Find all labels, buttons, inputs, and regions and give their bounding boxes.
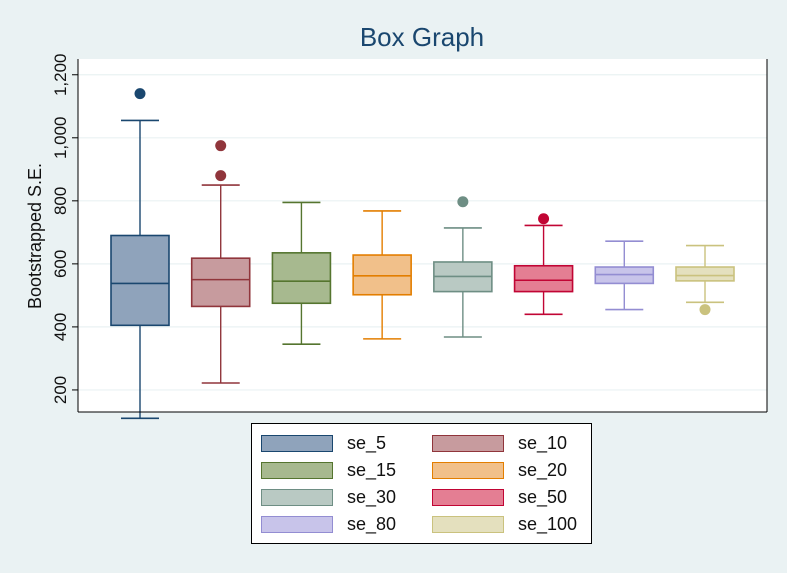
- legend-swatch: [261, 515, 333, 533]
- outlier-point: [134, 88, 146, 100]
- box-iqr: [352, 254, 412, 296]
- outlier-point: [215, 140, 227, 152]
- legend-swatch: [261, 461, 333, 479]
- box-iqr: [513, 264, 574, 293]
- plot-area: [78, 59, 767, 412]
- y-tick-label: 600: [51, 250, 70, 278]
- legend-swatch: [432, 461, 504, 479]
- legend-label: se_100: [518, 513, 578, 534]
- y-tick-label: 800: [51, 187, 70, 215]
- box-iqr: [110, 234, 170, 327]
- legend-label: se_15: [347, 459, 397, 480]
- outlier-point: [538, 213, 550, 225]
- box-series: [110, 88, 735, 420]
- legend-label: se_80: [347, 513, 397, 534]
- legend-label: se_30: [347, 486, 397, 507]
- legend: se_5 se_10 se_15 se_20 se_30 se_50 se_80 se_100: [251, 423, 592, 544]
- y-tick-label: 400: [51, 313, 70, 341]
- y-axis: 200 400 600 800 1,000 1,200: [51, 53, 78, 404]
- legend-swatch: [432, 434, 504, 452]
- box-se-50: [513, 213, 574, 316]
- box-iqr: [271, 252, 332, 305]
- box-iqr: [190, 257, 251, 308]
- box-se-20: [352, 210, 412, 340]
- legend-item: se_100: [432, 513, 577, 535]
- box-se-80: [594, 240, 655, 311]
- box-se-30: [433, 196, 493, 338]
- outlier-point: [457, 196, 469, 208]
- outlier-point: [215, 170, 227, 182]
- y-tick-label: 1,200: [51, 53, 70, 96]
- box-se-10: [190, 140, 251, 384]
- legend-label: se_5: [347, 432, 387, 453]
- legend-swatch: [432, 515, 504, 533]
- legend-item: se_80: [261, 513, 396, 535]
- legend-label: se_50: [518, 486, 568, 507]
- legend-item: se_20: [432, 459, 567, 481]
- outlier-point: [699, 304, 711, 316]
- legend-item: se_5: [261, 432, 386, 454]
- box-se-5: [110, 88, 170, 420]
- box-iqr: [675, 266, 735, 282]
- box-se-15: [271, 201, 332, 346]
- legend-swatch: [261, 434, 333, 452]
- y-tick-label: 1,000: [51, 117, 70, 160]
- legend-label: se_10: [518, 432, 568, 453]
- box-se-100: [675, 244, 735, 316]
- legend-item: se_50: [432, 486, 567, 508]
- y-tick-label: 200: [51, 376, 70, 404]
- chart-title: Box Graph: [360, 22, 484, 52]
- y-axis-label: Bootstrapped S.E.: [25, 163, 45, 309]
- legend-item: se_10: [432, 432, 567, 454]
- legend-item: se_30: [261, 486, 396, 508]
- legend-item: se_15: [261, 459, 396, 481]
- legend-swatch: [261, 488, 333, 506]
- legend-label: se_20: [518, 459, 568, 480]
- legend-swatch: [432, 488, 504, 506]
